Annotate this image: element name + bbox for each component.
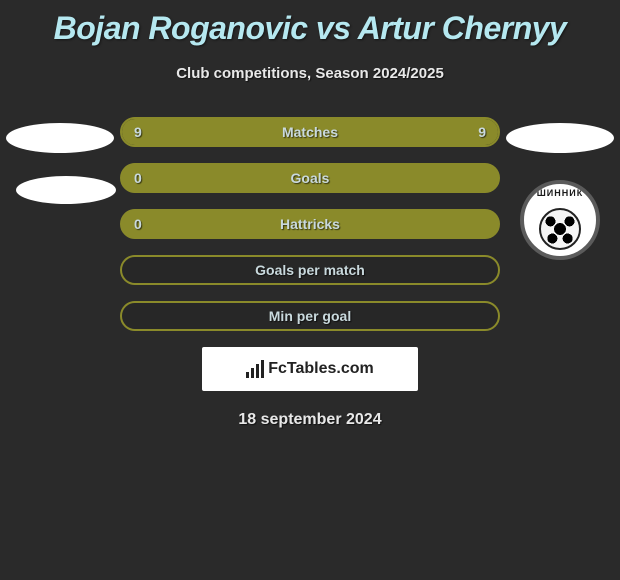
watermark-box: FcTables.com bbox=[202, 347, 418, 391]
page-title: Bojan Roganovic vs Artur Chernyy bbox=[0, 0, 620, 47]
stat-row-hattricks: 0 Hattricks bbox=[120, 209, 500, 239]
comparison-card: Bojan Roganovic vs Artur Chernyy Club co… bbox=[0, 0, 620, 429]
stat-left-value: 0 bbox=[134, 170, 142, 186]
stats-list: 9 Matches 9 0 Goals 0 Hattricks Goals pe… bbox=[0, 117, 620, 331]
bar-chart-icon bbox=[246, 360, 264, 378]
stat-row-goals: 0 Goals bbox=[120, 163, 500, 193]
stat-label: Matches bbox=[282, 124, 338, 140]
stat-row-mpg: Min per goal bbox=[120, 301, 500, 331]
stat-right-value: 9 bbox=[478, 124, 486, 140]
stat-label: Goals per match bbox=[255, 262, 365, 278]
watermark-text: FcTables.com bbox=[268, 360, 374, 378]
stat-row-matches: 9 Matches 9 bbox=[120, 117, 500, 147]
stat-row-gpm: Goals per match bbox=[120, 255, 500, 285]
subtitle: Club competitions, Season 2024/2025 bbox=[0, 65, 620, 82]
stat-label: Goals bbox=[291, 170, 330, 186]
stat-label: Hattricks bbox=[280, 216, 340, 232]
date-text: 18 september 2024 bbox=[0, 411, 620, 429]
stat-left-value: 9 bbox=[134, 124, 142, 140]
stat-left-value: 0 bbox=[134, 216, 142, 232]
stat-label: Min per goal bbox=[269, 308, 351, 324]
